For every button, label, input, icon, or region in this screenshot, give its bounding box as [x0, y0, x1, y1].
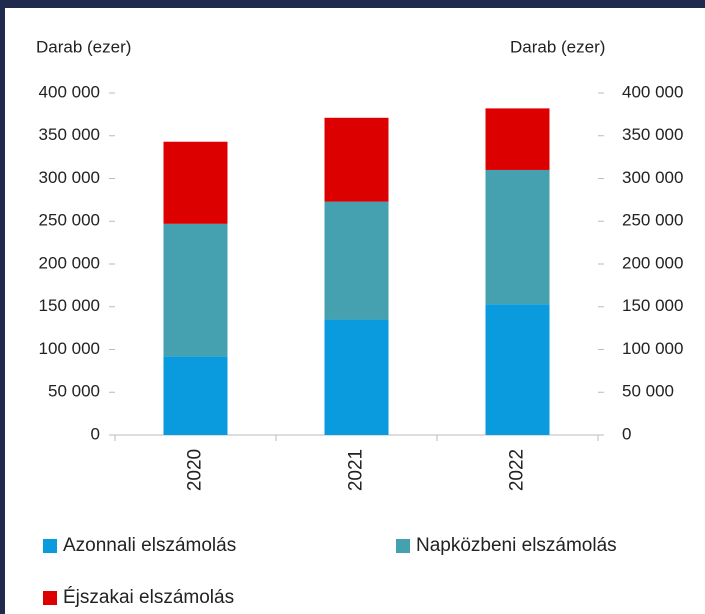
x-tick-label: 2020: [185, 449, 206, 491]
bar-segment: [485, 108, 550, 170]
legend-swatch: [396, 539, 410, 553]
y-tick-label: 0: [91, 424, 100, 443]
bar-segment: [485, 169, 550, 305]
y-axis-label: Darab (ezer): [36, 37, 131, 56]
top-border: [0, 0, 705, 8]
legend-label: Azonnali elszámolás: [63, 535, 236, 556]
y2-axis-label: Darab (ezer): [510, 37, 605, 56]
y2-tick-label: 200 000: [622, 253, 683, 272]
y-tick-label: 350 000: [39, 125, 100, 144]
legend-label: Napközbeni elszámolás: [416, 535, 617, 556]
bar-segment: [324, 117, 389, 202]
x-tick-label: 2022: [507, 449, 528, 491]
y2-tick-label: 400 000: [622, 82, 683, 101]
y2-tick-label: 250 000: [622, 211, 683, 230]
legend-label: Éjszakai elszámolás: [63, 587, 234, 608]
x-tick-label: 2021: [346, 449, 367, 491]
bar-segment: [485, 304, 550, 435]
y-tick-label: 150 000: [39, 296, 100, 315]
y2-tick-label: 0: [622, 424, 631, 443]
y2-tick-label: 350 000: [622, 125, 683, 144]
y-tick-label: 400 000: [39, 82, 100, 101]
y-tick-label: 50 000: [48, 382, 100, 401]
y-tick-label: 200 000: [39, 253, 100, 272]
bar-segment: [324, 319, 389, 435]
y2-tick-label: 100 000: [622, 339, 683, 358]
legend-swatch: [43, 539, 57, 553]
y-tick-label: 300 000: [39, 168, 100, 187]
y-tick-label: 250 000: [39, 211, 100, 230]
bar-segment: [163, 223, 228, 357]
y-tick-label: 100 000: [39, 339, 100, 358]
bar-segment: [163, 141, 228, 224]
bar-segment: [163, 356, 228, 435]
left-border: [0, 0, 5, 614]
y2-tick-label: 300 000: [622, 168, 683, 187]
legend-swatch: [43, 591, 57, 605]
bar-segment: [324, 201, 389, 320]
y2-tick-label: 50 000: [622, 382, 674, 401]
y2-tick-label: 150 000: [622, 296, 683, 315]
